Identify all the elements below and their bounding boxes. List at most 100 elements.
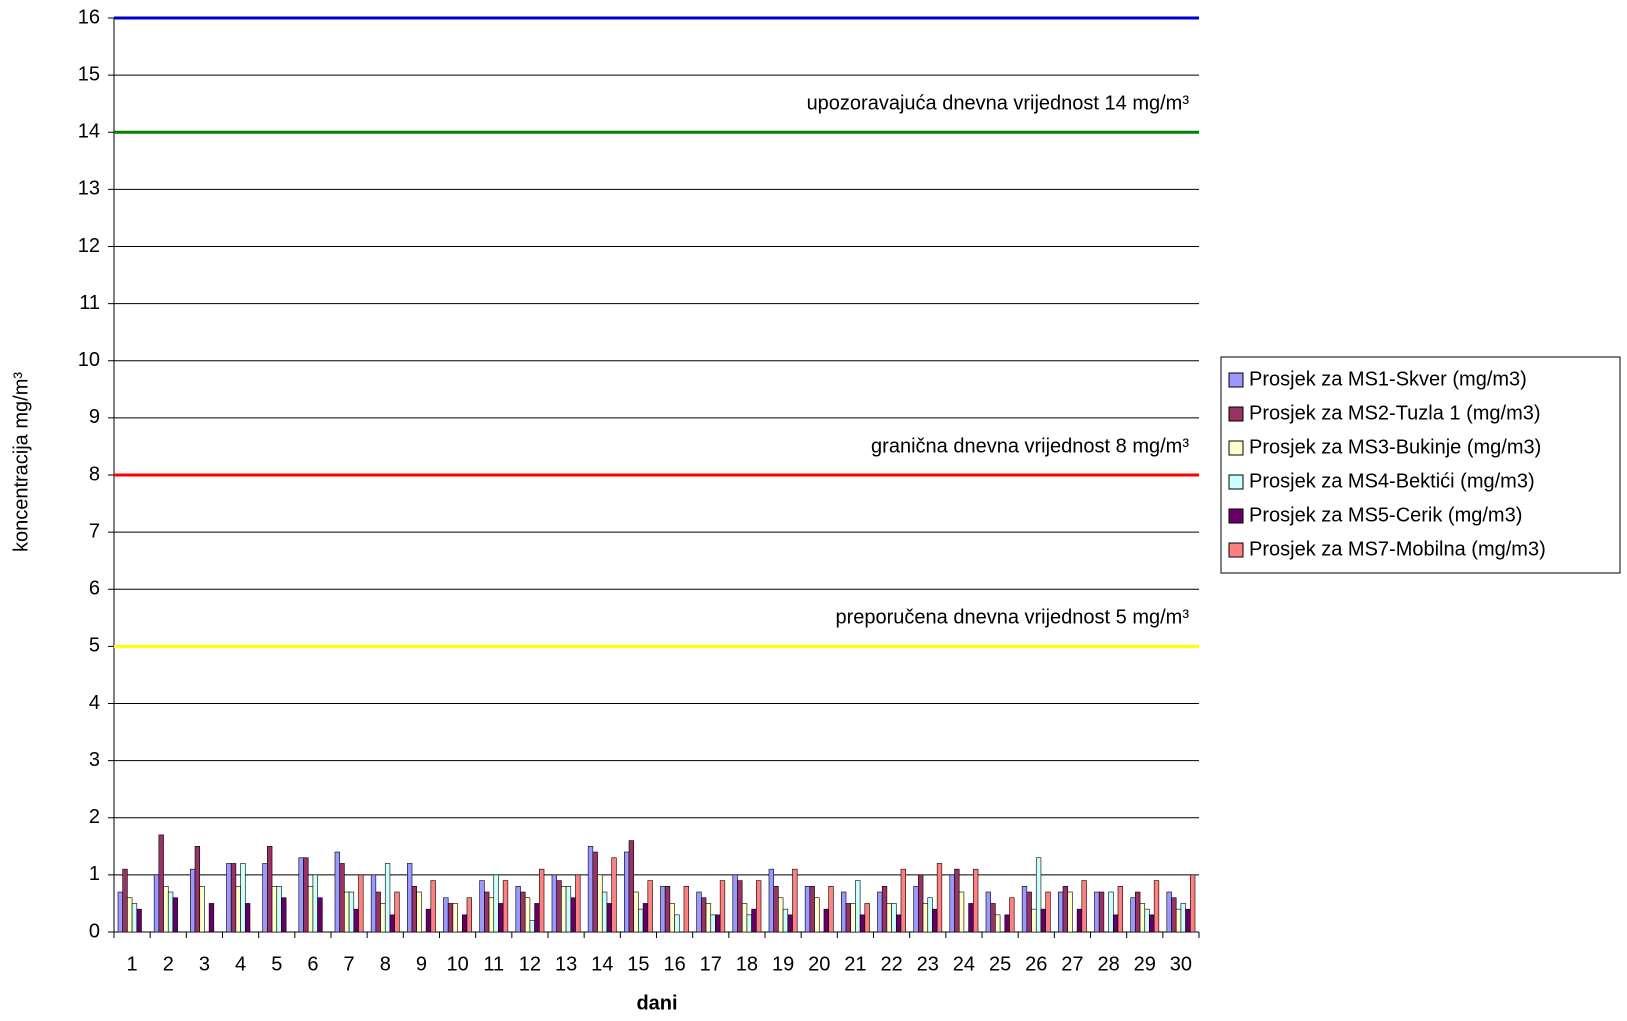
bar [855,880,861,933]
x-tick-label: 1 [127,953,138,975]
bar [985,891,991,933]
bar [845,903,852,933]
bar [502,880,509,933]
bar [737,880,743,933]
bar [804,885,811,933]
bar [1166,891,1172,933]
bar [167,891,174,933]
x-tick-label: 17 [700,953,722,975]
bar [719,880,726,933]
bar [787,914,793,933]
bar [466,897,472,933]
bar [638,908,644,933]
bar [710,914,716,933]
x-tick-label: 22 [880,953,902,975]
bar [814,897,820,933]
bar [633,891,639,933]
bar [891,903,897,933]
bar [515,885,521,933]
bar [529,920,535,933]
bar [1062,885,1069,933]
x-tick-label: 7 [344,953,355,975]
bar [624,851,630,933]
bar [524,897,531,933]
y-tick-label: 0 [89,920,100,942]
bar [394,891,400,933]
legend-label: Prosjek za MS2-Tuzla 1 (mg/m3) [1249,402,1541,424]
bar [1175,908,1182,933]
bar [922,903,929,933]
bar [1135,891,1141,933]
bar [443,897,449,933]
bar [208,903,215,933]
bar [230,863,237,933]
bar [756,880,762,933]
bar [430,880,436,933]
bar [407,863,413,933]
y-tick-label: 4 [89,692,100,714]
bar [370,874,377,933]
bar [606,903,612,933]
bar [936,863,943,933]
x-tick-label: 25 [989,953,1011,975]
bar [298,857,304,933]
bar [913,885,919,933]
bar [447,903,454,933]
bar [226,863,232,933]
bar [271,885,278,933]
legend-label: Prosjek za MS7-Mobilna (mg/m3) [1249,538,1546,560]
bar [389,914,395,933]
x-tick-label: 26 [1025,953,1047,975]
x-tick-label: 21 [844,953,866,975]
bar [715,914,721,933]
bar [1094,891,1100,933]
bar [895,914,902,933]
bar [384,863,391,933]
y-tick-label: 16 [78,6,100,28]
bar [701,897,707,933]
bar [1004,914,1010,933]
bar [1117,885,1123,933]
x-tick-label: 14 [591,953,613,975]
x-tick-label: 5 [271,953,282,975]
bar [1149,914,1155,933]
legend-swatch [1228,542,1244,558]
bar [850,903,856,933]
legend-swatch [1228,508,1244,524]
bar [1153,880,1160,933]
bar [240,863,246,933]
bar [416,891,422,933]
bar [1144,908,1150,933]
bar [1009,897,1015,933]
bar [732,874,738,933]
x-tick-label: 10 [446,953,468,975]
bar [493,874,499,933]
bar [117,891,123,933]
x-tick-label: 13 [555,953,577,975]
bar [1190,874,1196,933]
x-tick-label: 19 [772,953,794,975]
legend-swatch [1228,406,1244,422]
bar [990,903,996,933]
y-tick-label: 5 [89,635,100,657]
bar [488,897,495,933]
y-tick-label: 6 [89,578,100,600]
bar [968,903,974,933]
bar [539,868,545,933]
legend-label: Prosjek za MS1-Skver (mg/m3) [1249,368,1527,390]
x-tick-label: 15 [627,953,649,975]
bar [1026,891,1032,933]
bar [900,868,906,933]
x-tick-label: 11 [483,953,504,975]
bar [303,857,309,933]
bar [556,880,562,933]
bar [1112,914,1119,933]
x-tick-label: 23 [917,953,939,975]
bar [828,885,834,933]
bar [587,846,594,933]
bar [136,908,142,933]
bar [768,868,774,933]
bar [886,903,892,933]
bar [1076,908,1083,933]
bar [172,897,178,933]
